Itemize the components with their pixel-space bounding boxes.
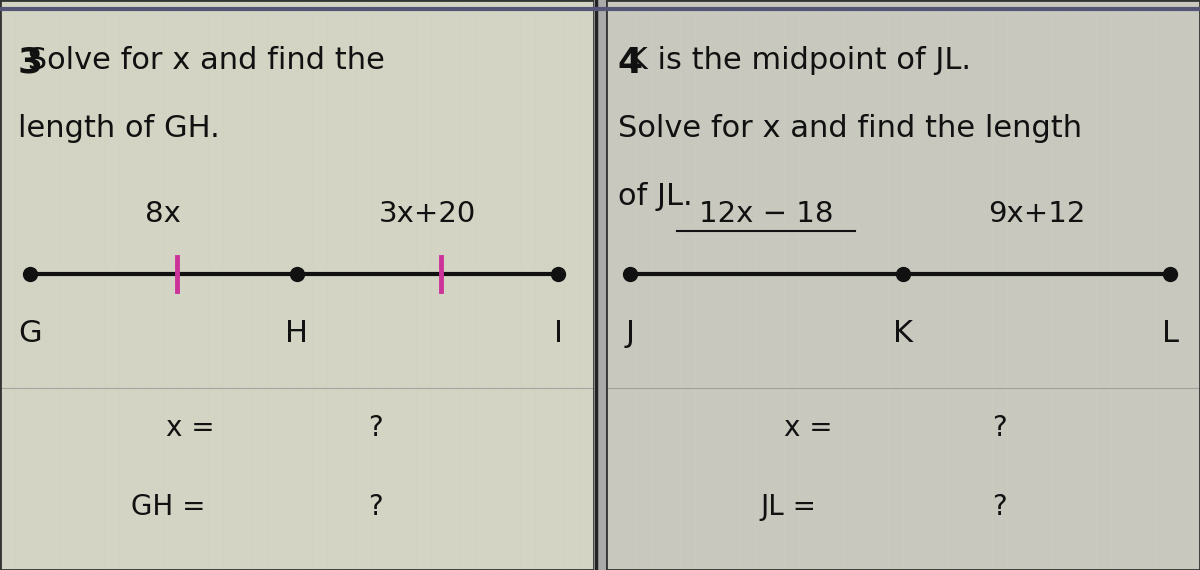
Text: Solve for x and find the length: Solve for x and find the length [618, 114, 1082, 143]
Text: G: G [18, 319, 42, 348]
Text: ?: ? [992, 493, 1007, 522]
Text: length of GH.: length of GH. [18, 114, 220, 143]
Text: ?: ? [368, 413, 383, 442]
Text: 12x − 18: 12x − 18 [700, 200, 834, 228]
Text: J: J [625, 319, 635, 348]
Text: Solve for x and find the: Solve for x and find the [18, 46, 385, 75]
Text: x =: x = [785, 413, 833, 442]
Text: GH =: GH = [131, 493, 205, 522]
Text: 8x: 8x [145, 200, 181, 228]
Text: 3x+20: 3x+20 [379, 200, 476, 228]
Text: K: K [893, 319, 913, 348]
Text: K is the midpoint of JL.: K is the midpoint of JL. [618, 46, 971, 75]
Text: ?: ? [368, 493, 383, 522]
Text: 3: 3 [18, 46, 43, 80]
Text: ?: ? [992, 413, 1007, 442]
Text: x =: x = [167, 413, 215, 442]
Text: of JL.: of JL. [618, 182, 692, 211]
Text: JL =: JL = [761, 493, 816, 522]
Text: 4: 4 [618, 46, 643, 80]
Text: 9x+12: 9x+12 [988, 200, 1085, 228]
Text: H: H [286, 319, 308, 348]
Text: L: L [1162, 319, 1178, 348]
Text: I: I [554, 319, 563, 348]
